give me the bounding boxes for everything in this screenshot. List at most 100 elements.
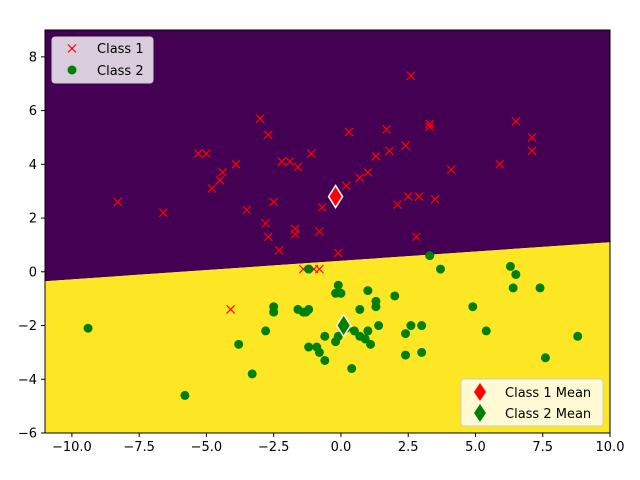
class-1-point: [446, 165, 456, 175]
class-1-point: [425, 119, 435, 129]
class-2-point: [535, 283, 545, 293]
class-1-point: [269, 197, 279, 207]
class-1-point: [333, 248, 343, 258]
y-tick-label: −6: [18, 427, 37, 442]
legend-marker-class-2-mean: [474, 404, 486, 422]
x-tick-label: 10.0: [596, 440, 625, 455]
class-1-point: [202, 149, 211, 159]
y-tick-label: −4: [18, 373, 37, 388]
legend-label-class-1: Class 1: [97, 42, 144, 57]
class-2-point: [436, 264, 445, 274]
class-2-point: [304, 342, 314, 352]
class-1-point: [263, 130, 273, 140]
class-1-point: [255, 114, 265, 124]
class-2-mean-marker: [335, 313, 352, 338]
class-2-point: [511, 269, 521, 279]
legend-label-class-2-mean: Class 2 Mean: [505, 407, 591, 422]
class-2-point: [247, 369, 257, 379]
class-1-point: [317, 202, 327, 212]
class-2-point: [505, 261, 515, 271]
class-2-point: [83, 323, 93, 333]
decision-region-class-1: [45, 30, 610, 282]
class-1-point: [261, 219, 271, 228]
class-2-point: [347, 364, 357, 374]
class-2-point: [333, 280, 343, 290]
class-1-point: [403, 192, 413, 201]
legend-label-class-1-mean: Class 1 Mean: [505, 386, 591, 401]
legend-means: Class 1 Mean Class 2 Mean: [460, 378, 604, 427]
class-1-point: [401, 141, 410, 150]
class-2-point: [363, 326, 373, 336]
class-1-point: [527, 133, 537, 142]
class-2-point: [468, 302, 478, 312]
class-1-point: [384, 146, 394, 156]
class-1-point: [285, 157, 295, 167]
class-1-point: [263, 232, 273, 242]
class-1-point: [306, 149, 316, 159]
class-1-point: [363, 167, 373, 177]
legend-label-class-2: Class 2: [97, 64, 144, 79]
class-1-point: [242, 205, 252, 215]
class-1-point: [113, 197, 123, 207]
y-tick-label: 4: [29, 158, 37, 173]
mean-markers: [327, 184, 352, 338]
class-2-point: [406, 321, 416, 331]
legend-marker-class-2: [67, 65, 77, 75]
class-2-point: [363, 286, 373, 296]
class-1-point: [382, 124, 392, 134]
class-1-point: [315, 264, 324, 274]
class-1-point: [511, 116, 521, 126]
class-2-point: [320, 331, 330, 341]
class-2-point: [401, 350, 411, 360]
class-2-point: [234, 339, 244, 349]
x-tick-label: −10.0: [52, 440, 92, 455]
y-tick-label: −2: [18, 319, 37, 334]
class-1-point: [406, 71, 416, 81]
class-1-point: [430, 194, 440, 204]
class-1-point: [215, 176, 225, 185]
class-1-point: [414, 192, 424, 201]
class-2-point: [481, 326, 491, 336]
class-1-point: [371, 151, 381, 161]
class-1-point: [341, 181, 351, 191]
class-1-mean-marker: [327, 184, 344, 209]
class-1-point: [344, 127, 354, 137]
class-1-point: [495, 159, 505, 169]
class-1-point: [393, 200, 402, 210]
class-2-point: [374, 321, 384, 331]
class-1-point: [290, 229, 300, 239]
x-tick-label: −7.5: [123, 440, 155, 455]
class-2-point: [390, 291, 400, 301]
class-1-point: [355, 173, 365, 183]
x-tick-label: 0.0: [331, 440, 352, 455]
class-2-point: [304, 304, 314, 314]
plot-frame: [44, 29, 611, 434]
class-1-point: [274, 245, 284, 255]
class-2-point: [261, 326, 271, 336]
class-2-point: [320, 355, 330, 365]
class-1-point: [231, 159, 241, 169]
class-2-point: [508, 283, 518, 293]
y-axis: −6 −4 −2 0 2 4 6 8: [18, 50, 45, 442]
class-1-point: [277, 157, 287, 167]
class-1-point: [193, 149, 203, 159]
class-2-point: [417, 321, 427, 331]
scatter-points: [83, 71, 583, 400]
class-1-point: [158, 208, 168, 218]
x-tick-label: 7.5: [532, 440, 553, 455]
x-tick-label: 5.0: [465, 440, 486, 455]
class-1-point: [527, 146, 537, 156]
class-2-point: [401, 329, 411, 339]
class-1-point: [293, 162, 303, 172]
plot-area: [45, 30, 610, 433]
class-2-point: [540, 353, 550, 363]
class-2-point: [425, 251, 435, 261]
class-2-point: [269, 307, 279, 317]
class-1-point: [425, 122, 435, 132]
class-2-point: [180, 390, 190, 400]
y-tick-label: 6: [29, 104, 37, 119]
class-2-point: [371, 302, 381, 312]
legend-classes: Class 1 Class 2: [51, 36, 154, 84]
x-tick-label: 2.5: [398, 440, 419, 455]
